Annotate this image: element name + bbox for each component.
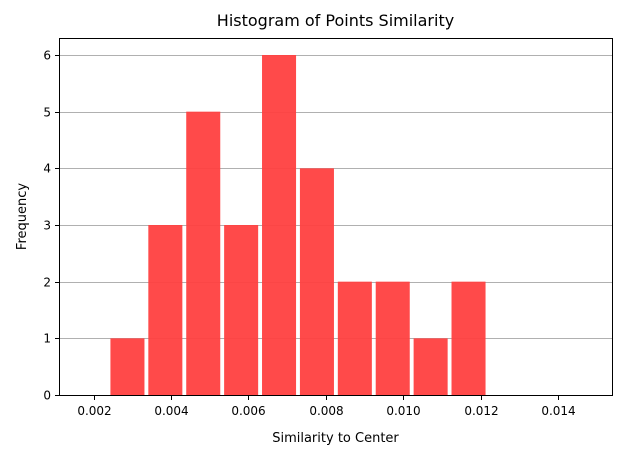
histogram-bar [451, 281, 486, 395]
histogram-bar [299, 168, 334, 395]
x-tick-label: 0.014 [541, 404, 575, 418]
histogram-bar [375, 281, 410, 395]
chart-title: Histogram of Points Similarity [217, 11, 454, 30]
y-tick-label: 6 [43, 49, 51, 63]
histogram-bar [224, 225, 259, 395]
histogram-bar [110, 338, 145, 395]
x-tick-label: 0.012 [464, 404, 498, 418]
y-tick-label: 5 [43, 106, 51, 120]
x-tick-label: 0.002 [77, 404, 111, 418]
y-tick-label: 2 [43, 276, 51, 290]
plot-frame [59, 38, 613, 396]
x-tick-label: 0.006 [231, 404, 265, 418]
x-axis-ticks: 0.002 0.004 0.006 0.008 0.010 0.012 0.014 [77, 395, 576, 418]
y-tick-label: 3 [43, 219, 51, 233]
x-tick-label: 0.010 [386, 404, 420, 418]
x-tick-label: 0.008 [309, 404, 343, 418]
y-tick-label: 0 [43, 389, 51, 403]
y-tick-label: 1 [43, 332, 51, 346]
bars [110, 55, 486, 396]
x-axis-label: Similarity to Center [272, 431, 399, 446]
y-tick-label: 4 [43, 162, 51, 176]
histogram-bar [148, 225, 183, 395]
x-tick-label: 0.004 [154, 404, 188, 418]
histogram-bar [262, 55, 297, 395]
histogram-bar [186, 111, 221, 396]
histogram-bar [337, 281, 372, 395]
y-axis-label: Frequency [15, 183, 30, 250]
grid-lines [59, 55, 612, 339]
y-axis-ticks: 0 1 2 3 4 5 6 [43, 49, 60, 403]
histogram-bar [413, 338, 448, 395]
